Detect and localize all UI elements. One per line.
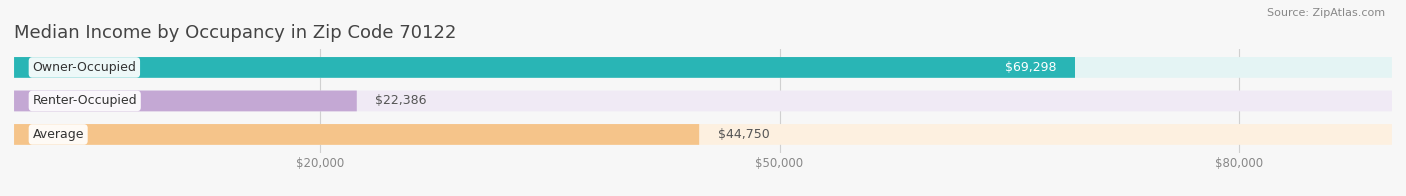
Text: $22,386: $22,386 — [375, 94, 426, 107]
Text: Renter-Occupied: Renter-Occupied — [32, 94, 136, 107]
FancyBboxPatch shape — [14, 91, 1392, 111]
Text: Source: ZipAtlas.com: Source: ZipAtlas.com — [1267, 8, 1385, 18]
Text: $69,298: $69,298 — [1005, 61, 1057, 74]
FancyBboxPatch shape — [14, 124, 1392, 145]
Text: $44,750: $44,750 — [717, 128, 769, 141]
FancyBboxPatch shape — [14, 57, 1392, 78]
FancyBboxPatch shape — [14, 57, 1076, 78]
FancyBboxPatch shape — [14, 91, 357, 111]
Text: Owner-Occupied: Owner-Occupied — [32, 61, 136, 74]
Text: Average: Average — [32, 128, 84, 141]
Text: Median Income by Occupancy in Zip Code 70122: Median Income by Occupancy in Zip Code 7… — [14, 24, 457, 42]
FancyBboxPatch shape — [14, 124, 699, 145]
